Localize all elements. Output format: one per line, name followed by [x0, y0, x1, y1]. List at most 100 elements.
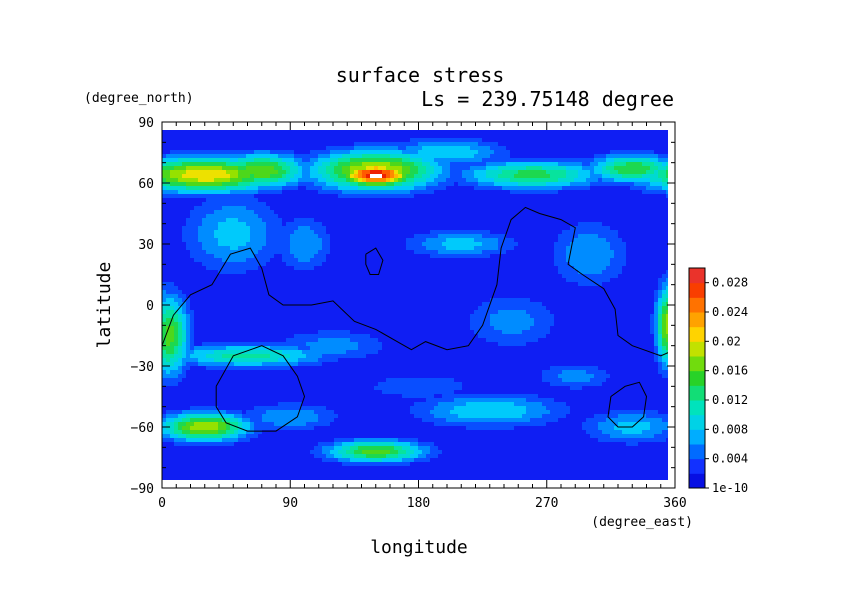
heatmap-cell — [314, 378, 318, 382]
heatmap-cell — [386, 258, 390, 262]
heatmap-cell — [182, 446, 186, 450]
heatmap-cell — [310, 254, 314, 258]
heatmap-cell — [166, 182, 170, 186]
heatmap-cell — [290, 294, 294, 298]
heatmap-cell — [378, 382, 382, 386]
heatmap-cell — [254, 150, 258, 154]
heatmap-cell — [362, 334, 366, 338]
heatmap-cell — [222, 254, 226, 258]
heatmap-cell — [362, 370, 366, 374]
heatmap-cell — [218, 454, 222, 458]
heatmap-cell — [350, 478, 354, 480]
heatmap-cell — [374, 446, 378, 450]
heatmap-cell — [298, 410, 302, 414]
heatmap-cell — [238, 166, 242, 170]
heatmap-cell — [194, 158, 198, 162]
heatmap-cell — [378, 350, 382, 354]
heatmap-cell — [250, 278, 254, 282]
heatmap-cell — [374, 150, 378, 154]
heatmap-cell — [334, 426, 338, 430]
heatmap-cell — [226, 302, 230, 306]
heatmap-cell — [302, 190, 306, 194]
heatmap-cell — [174, 322, 178, 326]
heatmap-cell — [366, 162, 370, 166]
heatmap-cell — [218, 258, 222, 262]
heatmap-cell — [234, 230, 238, 234]
heatmap-cell — [374, 262, 378, 266]
heatmap-cell — [214, 302, 218, 306]
heatmap-cell — [354, 322, 358, 326]
heatmap-cell — [226, 398, 230, 402]
heatmap-cell — [258, 322, 262, 326]
heatmap-cell — [190, 378, 194, 382]
heatmap-cell — [374, 286, 378, 290]
heatmap-cell — [286, 474, 290, 478]
heatmap-cell — [166, 442, 170, 446]
heatmap-cell — [174, 134, 178, 138]
heatmap-cell — [262, 354, 266, 358]
heatmap-cell — [358, 198, 362, 202]
heatmap-cell — [346, 218, 350, 222]
heatmap-cell — [210, 434, 214, 438]
heatmap-cell — [290, 154, 294, 158]
heatmap-cell — [166, 206, 170, 210]
heatmap-cell — [330, 326, 334, 330]
heatmap-cell — [222, 314, 226, 318]
heatmap-cell — [378, 158, 382, 162]
heatmap-cell — [238, 154, 242, 158]
heatmap-cell — [378, 138, 382, 142]
heatmap-cell — [330, 162, 334, 166]
heatmap-cell — [186, 290, 190, 294]
heatmap-cell — [342, 382, 346, 386]
heatmap-cell — [266, 450, 270, 454]
heatmap-cell — [330, 134, 334, 138]
heatmap-cell — [190, 226, 194, 230]
heatmap-cell — [198, 138, 202, 142]
heatmap-cell — [294, 374, 298, 378]
heatmap-cell — [194, 318, 198, 322]
heatmap-cell — [358, 470, 362, 474]
heatmap-cell — [174, 326, 178, 330]
heatmap-cell — [338, 206, 342, 210]
heatmap-cell — [334, 334, 338, 338]
heatmap-cell — [258, 262, 262, 266]
heatmap-cell — [258, 242, 262, 246]
heatmap-cell — [306, 162, 310, 166]
heatmap-cell — [246, 406, 250, 410]
heatmap-cell — [238, 458, 242, 462]
heatmap-cell — [358, 298, 362, 302]
heatmap-cell — [230, 362, 234, 366]
heatmap-cell — [254, 350, 258, 354]
heatmap-cell — [190, 270, 194, 274]
heatmap-cell — [282, 470, 286, 474]
heatmap-cell — [338, 210, 342, 214]
heatmap-cell — [182, 298, 186, 302]
heatmap-cell — [210, 462, 214, 466]
heatmap-cell — [162, 146, 166, 150]
heatmap-cell — [246, 306, 250, 310]
heatmap-cell — [250, 170, 254, 174]
heatmap-cell — [310, 374, 314, 378]
heatmap-cell — [254, 446, 258, 450]
heatmap-cell — [194, 182, 198, 186]
heatmap-cell — [294, 198, 298, 202]
heatmap-cell — [366, 142, 370, 146]
heatmap-cell — [238, 386, 242, 390]
heatmap-cell — [198, 146, 202, 150]
heatmap-cell — [174, 422, 178, 426]
heatmap-cell — [234, 354, 238, 358]
heatmap-cell — [382, 130, 386, 134]
heatmap-cell — [230, 134, 234, 138]
heatmap-cell — [166, 370, 170, 374]
heatmap-cell — [278, 170, 282, 174]
heatmap-cell — [310, 466, 314, 470]
heatmap-cell — [374, 414, 378, 418]
heatmap-cell — [318, 310, 322, 314]
heatmap-cell — [386, 170, 390, 174]
heatmap-cell — [214, 318, 218, 322]
heatmap-cell — [258, 402, 262, 406]
x-unit-label: (degree_east) — [591, 515, 693, 530]
heatmap-cell — [170, 422, 174, 426]
heatmap-cell — [298, 278, 302, 282]
heatmap-cell — [362, 386, 366, 390]
